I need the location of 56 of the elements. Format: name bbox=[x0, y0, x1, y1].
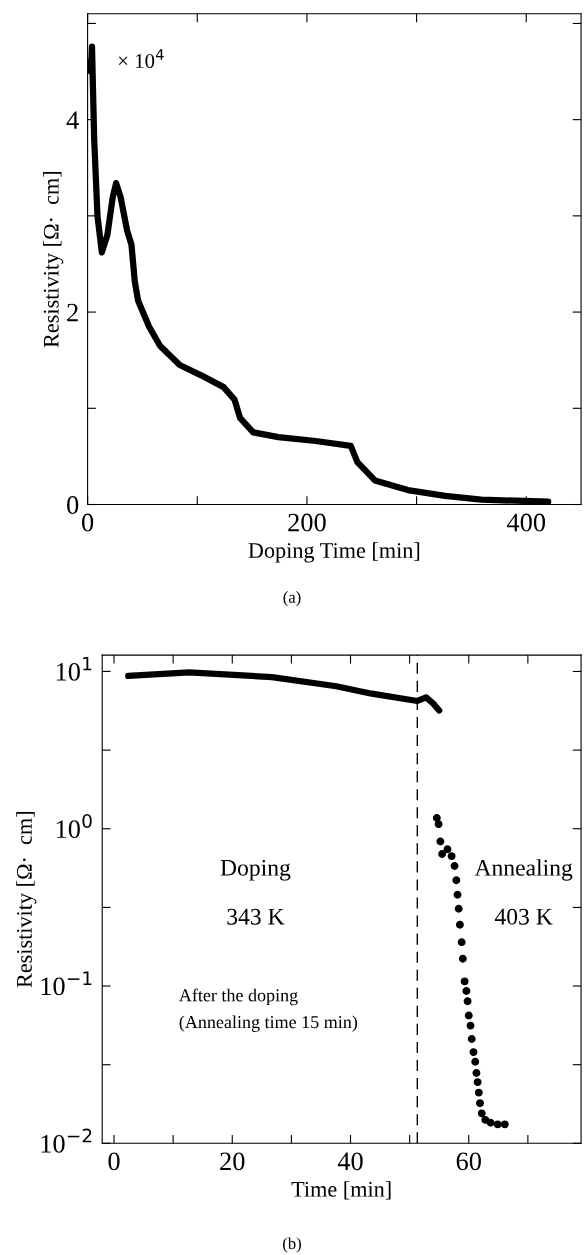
annotation: 343 K bbox=[227, 908, 285, 925]
point bbox=[463, 997, 472, 1006]
point bbox=[436, 837, 445, 846]
point bbox=[447, 852, 456, 861]
point bbox=[453, 890, 462, 899]
point bbox=[477, 1109, 486, 1118]
y-axis-title: Resistivity [Ω· cm] bbox=[43, 172, 64, 348]
point bbox=[500, 1120, 509, 1129]
y-tick-label: 0 bbox=[67, 496, 79, 514]
point bbox=[467, 1035, 476, 1044]
x-tick-label: 60 bbox=[456, 1152, 481, 1171]
annotation: Doping bbox=[220, 859, 291, 881]
annotation: After the doping bbox=[179, 988, 298, 1006]
point bbox=[481, 1115, 490, 1124]
x-tick-label: 200 bbox=[288, 513, 326, 532]
point bbox=[469, 1048, 478, 1057]
point bbox=[493, 1120, 502, 1129]
point bbox=[473, 1078, 482, 1087]
y-tick-label: 10$^{−2}$ bbox=[41, 1128, 92, 1153]
point bbox=[471, 1057, 480, 1066]
x-tick-label: 400 bbox=[506, 513, 546, 532]
y-tick-label: 4 bbox=[66, 111, 79, 129]
x-axis-title: Time [min] bbox=[291, 1181, 391, 1200]
y-tick-label: 10$^{0}$ bbox=[56, 814, 92, 839]
point bbox=[450, 861, 459, 870]
text: (b) bbox=[283, 1237, 301, 1253]
annotation: Annealing bbox=[474, 859, 573, 881]
point bbox=[472, 1069, 481, 1077]
point bbox=[462, 987, 471, 995]
annotation: 403 K bbox=[494, 908, 553, 925]
x-tick-label: 0 bbox=[108, 1152, 120, 1171]
annotation: (Annealing time 15 min) bbox=[179, 1015, 358, 1032]
point bbox=[438, 850, 447, 859]
point bbox=[452, 876, 461, 885]
x-axis-title: Doping Time [min] bbox=[248, 542, 420, 563]
text: (a) bbox=[283, 591, 301, 607]
point bbox=[476, 1099, 484, 1108]
point bbox=[457, 938, 466, 947]
y-tick-label: 2 bbox=[67, 303, 78, 322]
point bbox=[474, 1088, 483, 1097]
annotation: × 10$^{4}$ bbox=[118, 49, 164, 68]
y-tick-label: 10$^{1}$ bbox=[56, 656, 92, 681]
point bbox=[466, 1021, 475, 1030]
point bbox=[458, 954, 467, 963]
point bbox=[454, 904, 463, 913]
point bbox=[455, 920, 464, 929]
y-axis-title: Resistivity [Ω· cm] bbox=[16, 812, 37, 988]
x-tick-label: 20 bbox=[220, 1152, 245, 1171]
x-tick-label: 40 bbox=[337, 1152, 363, 1171]
point bbox=[486, 1118, 495, 1127]
y-tick-label: 10$^{−1}$ bbox=[41, 971, 92, 996]
point bbox=[434, 820, 443, 829]
point bbox=[464, 1011, 473, 1020]
point bbox=[443, 845, 452, 854]
point bbox=[432, 814, 441, 822]
point bbox=[460, 977, 469, 986]
